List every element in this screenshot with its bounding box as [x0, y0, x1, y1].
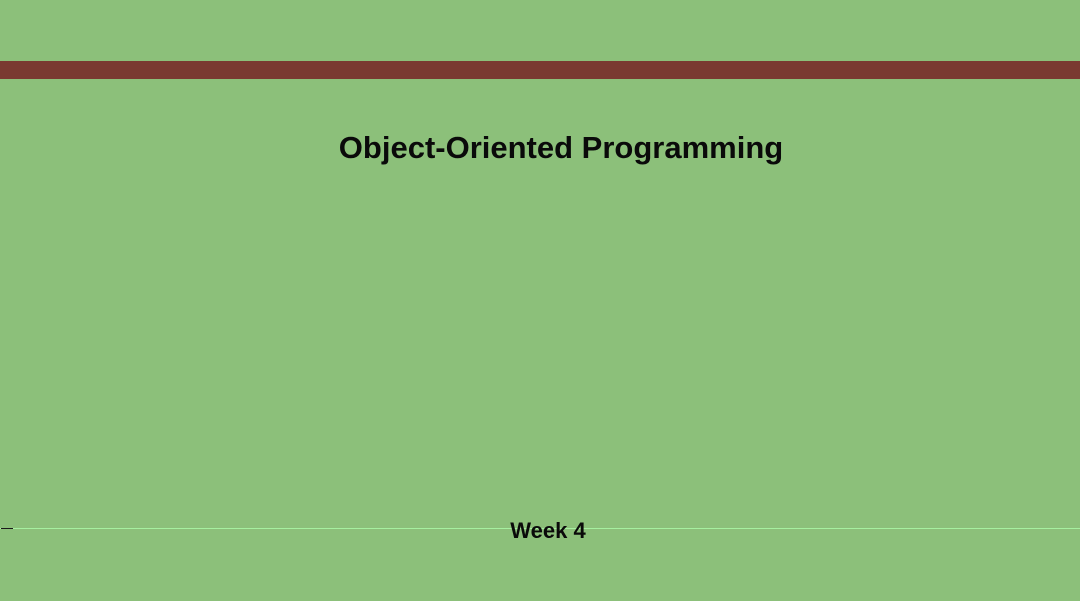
guide-line [0, 528, 1080, 529]
slide-subtitle: Week 4 [510, 518, 586, 543]
guide-line-handle [1, 528, 13, 529]
header-accent-bar [0, 61, 1080, 79]
slide-title: Object-Oriented Programming [338, 130, 784, 165]
